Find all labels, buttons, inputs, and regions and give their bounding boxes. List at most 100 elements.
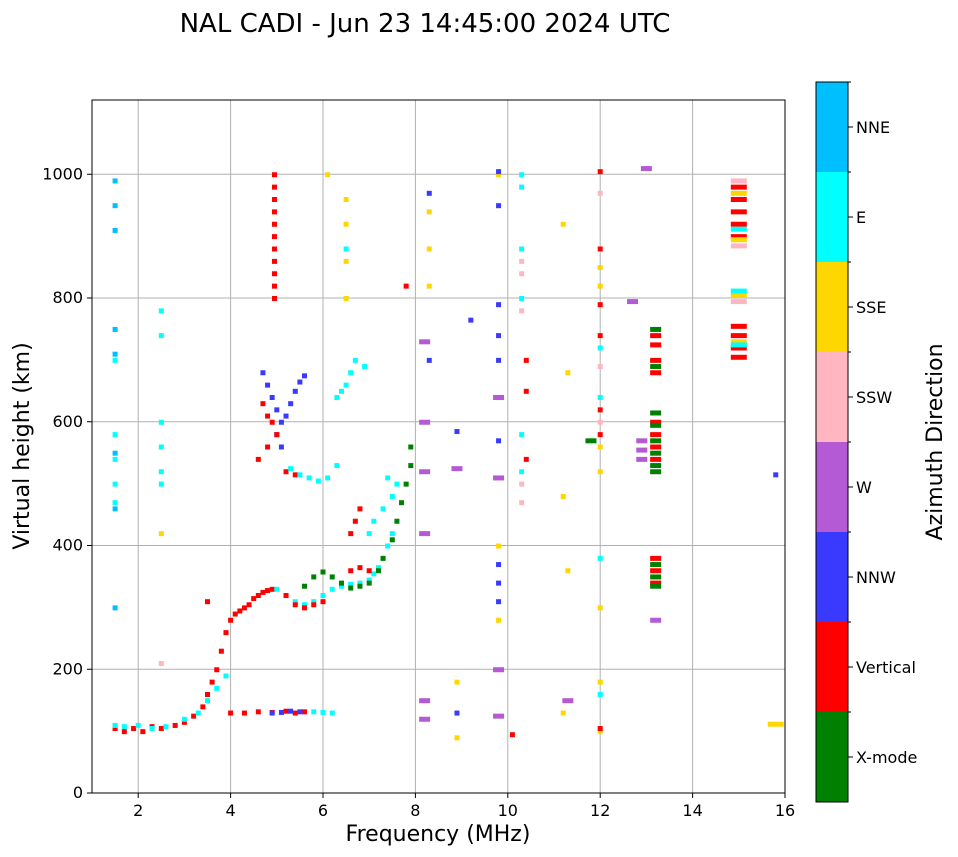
- colorbar-label-0: X-mode: [856, 748, 917, 767]
- y-tick-label-1: 200: [52, 659, 83, 678]
- data-point-287: [730, 190, 747, 196]
- data-point-0: [112, 726, 118, 732]
- data-point-84: [311, 602, 317, 608]
- data-point-95: [274, 407, 280, 413]
- data-point-286: [730, 299, 747, 305]
- data-point-122: [334, 395, 340, 400]
- colorbar-swatch-0: [816, 712, 848, 802]
- data-point-184: [560, 494, 566, 499]
- data-point-34: [288, 708, 294, 714]
- data-point-77: [399, 500, 405, 506]
- data-point-47: [320, 709, 326, 715]
- data-point-149: [158, 444, 164, 450]
- data-point-202: [519, 500, 525, 506]
- data-point-111: [292, 472, 298, 478]
- data-point-244: [597, 246, 603, 252]
- data-point-139: [271, 184, 277, 190]
- data-point-226: [426, 357, 432, 363]
- data-point-213: [451, 466, 463, 472]
- colorbar-label-5: SSE: [856, 298, 886, 317]
- colorbar-label-4: SSW: [856, 388, 892, 407]
- data-point-48: [329, 710, 335, 716]
- data-point-215: [493, 475, 505, 481]
- data-point-169: [112, 450, 118, 456]
- data-point-170: [112, 506, 118, 512]
- colorbar-swatch-6: [816, 172, 848, 262]
- y-tick-label-3: 600: [52, 412, 83, 431]
- data-point-56: [338, 583, 344, 589]
- data-point-157: [519, 296, 525, 301]
- data-point-57: [348, 581, 354, 587]
- data-point-150: [158, 469, 164, 475]
- data-point-250: [403, 283, 409, 289]
- data-point-83: [302, 605, 308, 611]
- data-point-5: [158, 726, 164, 732]
- data-point-190: [597, 469, 603, 475]
- data-point-167: [112, 326, 118, 332]
- data-point-283: [730, 354, 747, 360]
- data-point-140: [271, 172, 277, 178]
- data-point-264: [650, 364, 662, 370]
- data-point-108: [265, 444, 271, 450]
- data-point-10: [205, 692, 210, 697]
- data-point-119: [348, 370, 354, 376]
- data-point-109: [255, 456, 261, 462]
- data-point-237: [454, 429, 460, 435]
- data-point-106: [269, 419, 275, 425]
- data-point-19: [246, 602, 252, 608]
- data-point-18: [241, 605, 247, 611]
- data-point-93: [265, 382, 271, 388]
- data-point-294: [730, 342, 747, 348]
- data-point-158: [519, 432, 525, 438]
- data-point-134: [271, 246, 277, 252]
- data-point-156: [519, 246, 525, 252]
- data-point-88: [366, 568, 372, 574]
- data-point-185: [565, 568, 571, 574]
- data-point-216: [493, 667, 505, 673]
- data-point-121: [362, 364, 368, 370]
- data-point-207: [419, 339, 431, 345]
- data-point-147: [158, 333, 164, 339]
- data-point-45: [223, 673, 229, 679]
- data-point-231: [496, 333, 502, 339]
- data-point-97: [283, 413, 289, 419]
- data-point-248: [597, 432, 603, 438]
- data-point-163: [597, 692, 603, 697]
- data-point-179: [496, 172, 502, 178]
- data-point-112: [288, 466, 294, 472]
- data-point-246: [597, 333, 603, 339]
- data-point-259: [650, 456, 662, 462]
- x-axis-label: Frequency (MHz): [346, 822, 531, 847]
- data-point-22: [260, 589, 266, 595]
- data-point-284: [730, 178, 747, 184]
- data-point-279: [730, 234, 747, 240]
- data-point-25: [228, 710, 234, 716]
- data-point-21: [255, 593, 261, 598]
- data-point-141: [112, 357, 118, 363]
- data-point-164: [112, 178, 118, 184]
- data-point-242: [509, 732, 515, 738]
- data-point-152: [343, 246, 349, 252]
- data-point-166: [112, 227, 118, 233]
- colorbar-swatch-1: [816, 622, 848, 712]
- data-point-132: [271, 271, 277, 277]
- data-point-214: [493, 395, 505, 400]
- data-point-240: [523, 388, 529, 394]
- data-point-87: [357, 565, 363, 571]
- data-point-159: [519, 469, 525, 475]
- data-point-42: [195, 710, 201, 716]
- data-point-268: [650, 450, 662, 456]
- data-point-15: [228, 617, 234, 623]
- data-point-219: [636, 438, 648, 444]
- data-point-128: [394, 481, 400, 487]
- data-point-117: [334, 463, 340, 469]
- colorbar-label-2: NNW: [856, 568, 896, 587]
- data-point-278: [730, 221, 747, 227]
- data-point-37: [121, 724, 127, 730]
- data-point-17: [237, 608, 243, 614]
- data-point-67: [320, 569, 326, 575]
- data-point-66: [311, 574, 317, 580]
- colorbar-title: Azimuth Direction: [923, 343, 948, 540]
- data-point-148: [158, 419, 164, 425]
